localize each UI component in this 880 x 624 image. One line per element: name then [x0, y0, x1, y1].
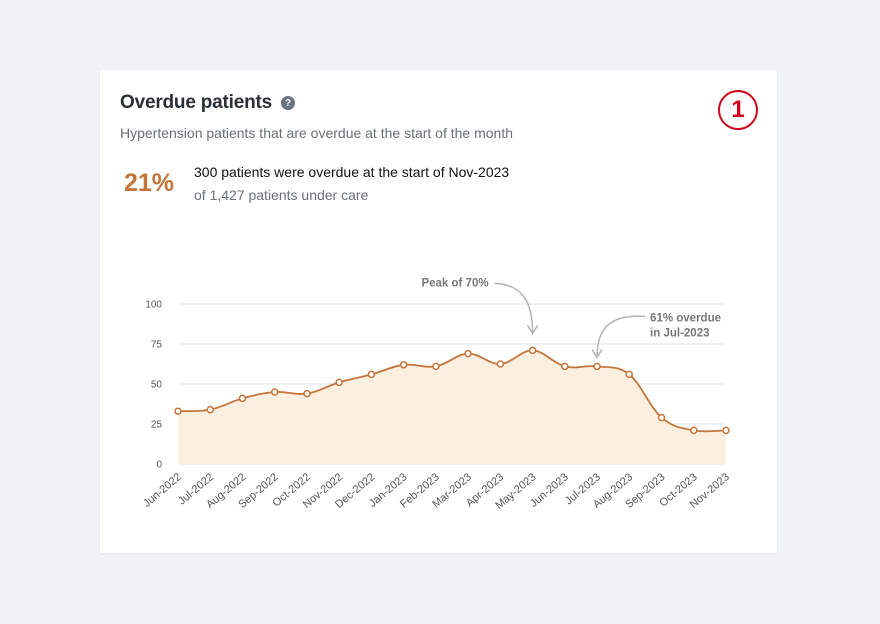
data-point	[432, 362, 440, 371]
data-point	[206, 405, 214, 414]
overdue-percent: 21%	[124, 169, 175, 197]
data-point	[270, 388, 279, 396]
card-subtitle: Hypertension patients that are overdue a…	[120, 125, 514, 141]
x-tick-layer: Jun-2022Jul-2022Aug-2022Sep-2022Oct-2022…	[141, 471, 732, 512]
patients-under-care: of 1,427 patients under care	[194, 187, 369, 203]
data-point	[399, 361, 408, 369]
y-tick-label: 75	[151, 340, 163, 351]
annotation-peak-arrow	[494, 282, 534, 333]
overdue-summary: 300 patients were overdue at the start o…	[194, 164, 510, 180]
y-tick-label: 100	[145, 300, 162, 311]
card-title: Overdue patients	[120, 92, 273, 113]
series-area	[178, 350, 726, 464]
step-number-badge: 1	[718, 90, 758, 130]
card-header: Overdue patients ?	[120, 92, 296, 114]
data-point	[367, 370, 376, 379]
overdue-area-chart: 0 25 50 75 100 Jun-2022Jul-2022Aug-2022Sep-2…	[141, 277, 732, 512]
annotation-jul-arrow	[596, 315, 646, 357]
data-point	[690, 426, 698, 435]
annotation-peak-label: Peak of 70%	[421, 277, 488, 289]
data-point	[593, 362, 601, 371]
data-point	[238, 394, 247, 403]
point-layer	[174, 346, 730, 435]
y-tick-label: 0	[156, 460, 162, 471]
annotation-jul-arrowhead	[591, 348, 603, 359]
question-circle-icon[interactable]: ?	[281, 96, 296, 110]
annotation-jul-label: 61% overdue	[650, 312, 721, 324]
data-point	[561, 362, 569, 371]
data-point	[464, 349, 472, 358]
annotation-peak-arrowhead	[526, 324, 539, 335]
data-point	[722, 426, 730, 435]
overdue-patients-card: Overdue patients ? Hypertension patients…	[100, 70, 777, 553]
area-layer	[178, 350, 726, 464]
data-point	[496, 360, 505, 368]
data-point	[303, 389, 311, 398]
annotation-jul-label: in Jul-2023	[650, 327, 709, 339]
annotation-layer: Peak of 70% 61% overdue in Jul-2023	[421, 277, 721, 359]
data-point	[625, 370, 634, 379]
data-point	[657, 413, 666, 422]
data-point	[528, 346, 537, 355]
data-point	[335, 378, 343, 387]
data-point	[174, 407, 182, 415]
x-tick-label: Jun-2022	[141, 471, 184, 510]
y-tick-label: 50	[151, 380, 163, 391]
y-tick-label: 25	[151, 420, 163, 431]
